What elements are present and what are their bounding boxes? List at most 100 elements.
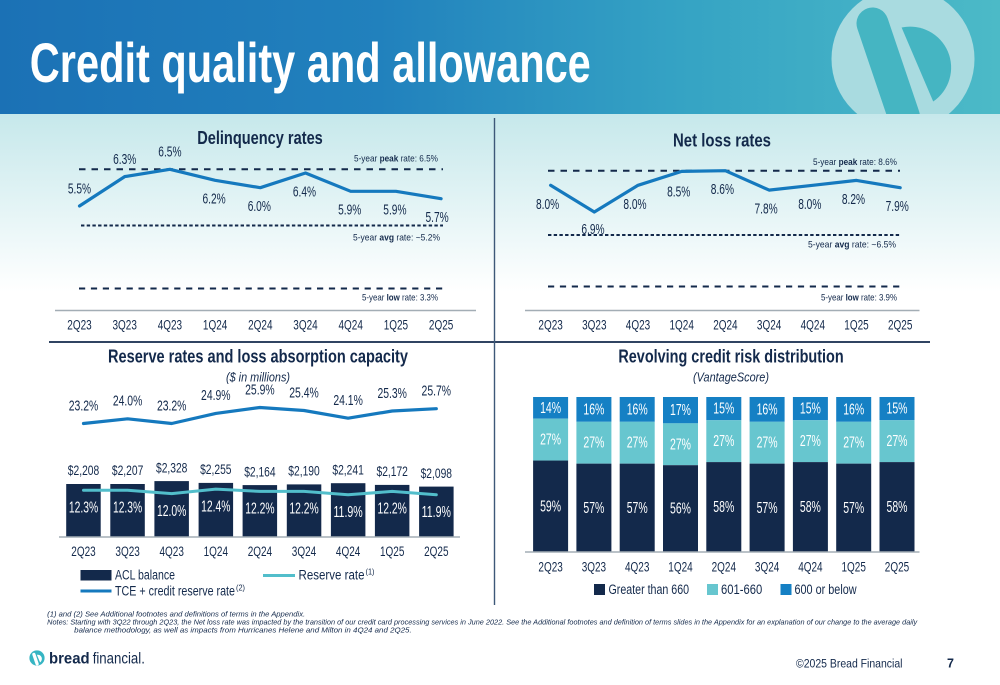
svg-text:$2,208: $2,208 xyxy=(68,462,100,478)
svg-text:balance methodology, as well a: balance methodology, as well as impacts … xyxy=(74,626,412,635)
svg-text:5-year peak rate: 8.6%: 5-year peak rate: 8.6% xyxy=(813,157,897,167)
svg-text:25.9%: 25.9% xyxy=(245,382,275,398)
svg-text:12.2%: 12.2% xyxy=(378,501,407,518)
svg-text:2Q25: 2Q25 xyxy=(429,318,453,333)
svg-text:1Q24: 1Q24 xyxy=(203,318,228,333)
svg-text:2Q24: 2Q24 xyxy=(248,544,273,559)
svg-text:7.8%: 7.8% xyxy=(755,202,778,218)
svg-text:$2,098: $2,098 xyxy=(421,465,453,481)
svg-text:7.9%: 7.9% xyxy=(886,199,909,215)
svg-text:$2,328: $2,328 xyxy=(156,459,188,475)
svg-text:4Q23: 4Q23 xyxy=(625,560,649,575)
svg-text:6.3%: 6.3% xyxy=(113,152,136,168)
svg-text:$2,190: $2,190 xyxy=(288,463,320,479)
svg-text:14%: 14% xyxy=(540,400,561,417)
svg-text:4Q23: 4Q23 xyxy=(160,544,184,559)
svg-text:27%: 27% xyxy=(627,435,648,452)
svg-text:bread: bread xyxy=(49,651,90,668)
svg-text:$2,207: $2,207 xyxy=(112,462,144,478)
svg-text:($ in millions): ($ in millions) xyxy=(226,370,290,385)
svg-text:1Q25: 1Q25 xyxy=(384,318,408,333)
svg-text:12.2%: 12.2% xyxy=(289,501,318,518)
svg-text:2Q25: 2Q25 xyxy=(424,544,448,559)
svg-text:15%: 15% xyxy=(713,401,734,418)
svg-text:3Q23: 3Q23 xyxy=(115,544,139,559)
svg-text:8.0%: 8.0% xyxy=(623,197,646,213)
svg-text:25.4%: 25.4% xyxy=(289,385,319,401)
svg-text:6.5%: 6.5% xyxy=(158,145,181,161)
svg-text:$2,164: $2,164 xyxy=(244,463,276,479)
svg-text:5-year low rate: 3.3%: 5-year low rate: 3.3% xyxy=(362,293,438,303)
svg-text:24.0%: 24.0% xyxy=(113,394,143,410)
svg-text:56%: 56% xyxy=(670,501,691,518)
svg-text:27%: 27% xyxy=(713,433,734,450)
svg-text:27%: 27% xyxy=(887,433,908,450)
svg-text:24.1%: 24.1% xyxy=(333,393,363,409)
svg-text:5-year peak rate: 6.5%: 5-year peak rate: 6.5% xyxy=(354,153,438,163)
svg-text:3Q24: 3Q24 xyxy=(755,560,780,575)
svg-text:600 or below: 600 or below xyxy=(795,582,857,597)
svg-text:1Q24: 1Q24 xyxy=(204,544,229,559)
svg-text:57%: 57% xyxy=(843,500,864,517)
svg-text:Greater than 660: Greater than 660 xyxy=(609,582,690,597)
svg-text:Net loss rates: Net loss rates xyxy=(673,130,771,151)
svg-text:6.0%: 6.0% xyxy=(248,199,271,215)
svg-text:57%: 57% xyxy=(583,500,604,517)
svg-text:financial.: financial. xyxy=(93,651,145,668)
svg-text:27%: 27% xyxy=(670,436,691,453)
svg-text:5-year avg rate: ~6.5%: 5-year avg rate: ~6.5% xyxy=(808,240,896,250)
svg-text:16%: 16% xyxy=(627,401,648,418)
svg-text:1Q24: 1Q24 xyxy=(670,318,695,333)
svg-text:58%: 58% xyxy=(800,499,821,516)
svg-text:23.2%: 23.2% xyxy=(69,398,99,414)
svg-text:3Q24: 3Q24 xyxy=(293,318,318,333)
svg-text:3Q24: 3Q24 xyxy=(757,318,782,333)
svg-text:27%: 27% xyxy=(843,435,864,452)
svg-text:12.0%: 12.0% xyxy=(157,503,186,520)
svg-text:25.7%: 25.7% xyxy=(422,384,452,400)
svg-text:4Q24: 4Q24 xyxy=(339,318,364,333)
svg-text:ACL balance: ACL balance xyxy=(115,568,175,583)
svg-text:3Q23: 3Q23 xyxy=(582,318,606,333)
svg-text:59%: 59% xyxy=(540,498,561,515)
svg-text:15%: 15% xyxy=(887,401,908,418)
svg-text:8.0%: 8.0% xyxy=(536,197,559,213)
svg-text:27%: 27% xyxy=(757,435,778,452)
svg-text:Reserve rate: Reserve rate xyxy=(299,568,365,583)
svg-text:58%: 58% xyxy=(887,499,908,516)
svg-text:3Q23: 3Q23 xyxy=(113,318,137,333)
svg-text:4Q24: 4Q24 xyxy=(798,560,823,575)
svg-text:2Q23: 2Q23 xyxy=(538,318,562,333)
svg-text:(2): (2) xyxy=(236,583,245,593)
svg-text:4Q24: 4Q24 xyxy=(801,318,826,333)
svg-text:6.2%: 6.2% xyxy=(203,192,226,208)
svg-text:12.3%: 12.3% xyxy=(113,500,142,517)
svg-text:17%: 17% xyxy=(670,402,691,419)
svg-text:601-660: 601-660 xyxy=(721,582,762,597)
svg-text:8.0%: 8.0% xyxy=(798,197,821,213)
svg-text:$2,241: $2,241 xyxy=(332,461,364,477)
svg-text:Revolving credit risk distribu: Revolving credit risk distribution xyxy=(618,345,843,366)
svg-text:57%: 57% xyxy=(757,500,778,517)
svg-text:1Q25: 1Q25 xyxy=(380,544,404,559)
svg-text:5.5%: 5.5% xyxy=(68,181,91,197)
svg-text:11.9%: 11.9% xyxy=(333,504,362,521)
svg-text:16%: 16% xyxy=(843,401,864,418)
svg-text:©2025 Bread Financial: ©2025 Bread Financial xyxy=(796,657,903,671)
svg-text:2Q24: 2Q24 xyxy=(712,560,737,575)
svg-text:3Q23: 3Q23 xyxy=(582,560,606,575)
svg-text:58%: 58% xyxy=(713,499,734,516)
svg-text:1Q25: 1Q25 xyxy=(842,560,866,575)
svg-text:27%: 27% xyxy=(583,435,604,452)
svg-text:16%: 16% xyxy=(583,401,604,418)
svg-text:(VantageScore): (VantageScore) xyxy=(693,370,769,385)
svg-text:6.9%: 6.9% xyxy=(581,222,604,238)
svg-text:Credit quality and allowance: Credit quality and allowance xyxy=(30,31,591,94)
svg-text:5.9%: 5.9% xyxy=(338,203,361,219)
svg-text:TCE + credit reserve rate: TCE + credit reserve rate xyxy=(115,584,235,599)
svg-text:12.2%: 12.2% xyxy=(245,501,274,518)
svg-text:2Q25: 2Q25 xyxy=(888,318,912,333)
svg-text:(1): (1) xyxy=(366,567,375,577)
svg-text:11.9%: 11.9% xyxy=(422,504,451,521)
svg-text:2Q25: 2Q25 xyxy=(885,560,909,575)
